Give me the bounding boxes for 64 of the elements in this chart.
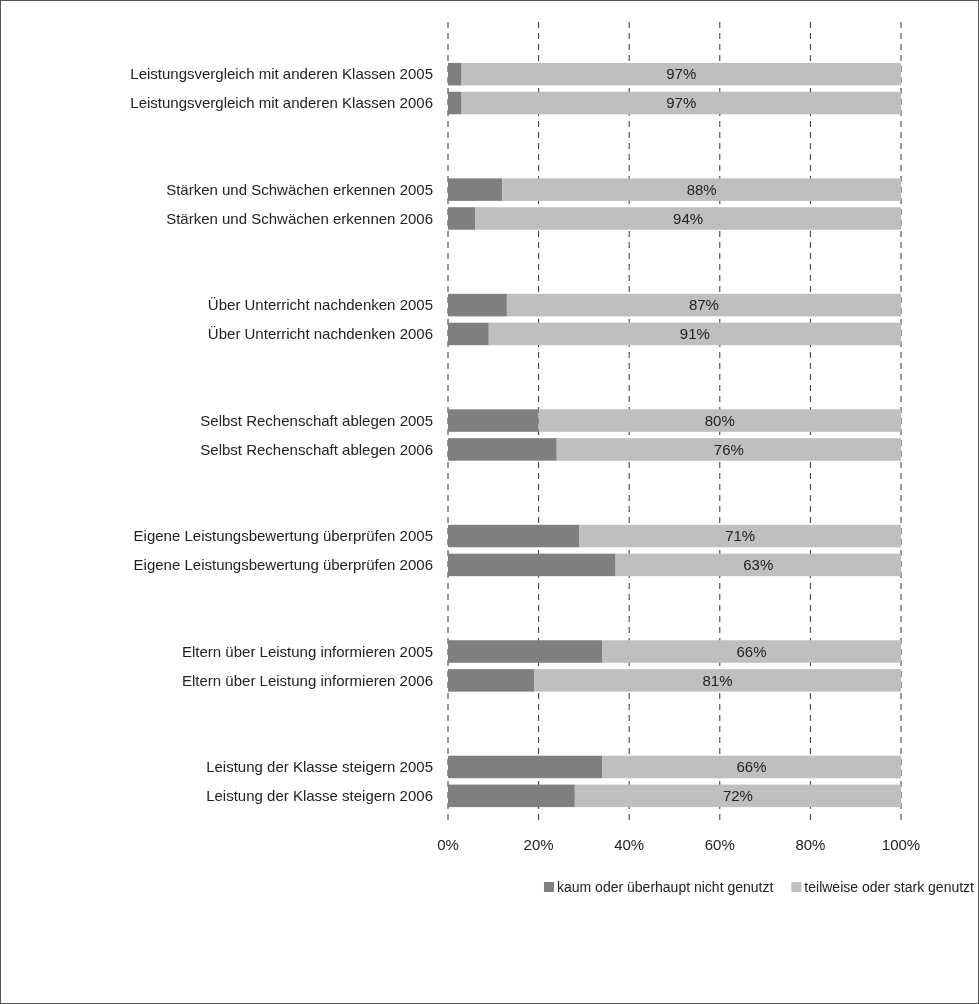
data-label: 66% <box>736 758 767 776</box>
x-tick-label: 0% <box>437 836 459 853</box>
y-tick-label: Eigene Leistungsbewertung überprüfen 2005 <box>133 527 433 545</box>
y-tick-label: Stärken und Schwächen erkennen 2005 <box>166 180 433 198</box>
data-label: 80% <box>704 411 735 429</box>
bar <box>556 438 901 461</box>
bar <box>475 207 901 230</box>
y-tick-label: Eltern über Leistung informieren 2005 <box>182 642 433 660</box>
data-label: 97% <box>666 94 697 112</box>
bar <box>448 293 507 317</box>
legend-label: teilweise oder stark genutzt <box>804 879 975 895</box>
bar <box>579 524 901 548</box>
bar <box>448 553 616 577</box>
bar <box>448 784 575 808</box>
data-label: 97% <box>666 65 697 83</box>
x-tick-label: 40% <box>614 836 645 853</box>
bar <box>615 553 901 577</box>
bar <box>448 91 462 115</box>
y-tick-label: Leistungsvergleich mit anderen Klassen 2006 <box>130 94 433 112</box>
data-label: 88% <box>686 180 717 198</box>
data-label: 81% <box>702 671 733 689</box>
y-tick-label: Über Unterricht nachdenken 2006 <box>207 325 433 343</box>
bar <box>448 669 535 692</box>
y-tick-label: Leistungsvergleich mit anderen Klassen 2005 <box>130 65 433 83</box>
y-tick-label: Eigene Leistungsbewertung überprüfen 2006 <box>133 556 433 574</box>
data-label: 76% <box>713 440 744 458</box>
bar <box>448 640 603 663</box>
y-tick-label: Selbst Rechenschaft ablegen 2006 <box>200 440 433 458</box>
bar <box>538 409 901 432</box>
bar <box>448 322 489 346</box>
bar <box>461 91 901 115</box>
bar <box>461 62 901 86</box>
bar <box>448 207 476 230</box>
data-label: 71% <box>725 527 756 545</box>
bar <box>534 669 901 692</box>
data-label: 94% <box>673 209 704 227</box>
data-label: 72% <box>722 787 753 805</box>
bar <box>448 524 580 548</box>
y-tick-label: Selbst Rechenschaft ablegen 2005 <box>200 411 433 429</box>
bar <box>602 755 901 779</box>
x-tick-label: 100% <box>881 836 921 853</box>
bar <box>502 178 901 201</box>
y-tick-label: Über Unterricht nachdenken 2005 <box>207 296 433 314</box>
bar <box>574 784 901 808</box>
bar <box>488 322 901 346</box>
y-tick-label: Stärken und Schwächen erkennen 2006 <box>166 209 433 227</box>
data-label: 66% <box>736 642 767 660</box>
bar <box>602 640 901 663</box>
x-tick-label: 20% <box>523 836 554 853</box>
x-tick-label: 60% <box>704 836 735 853</box>
legend-label: kaum oder überhaupt nicht genutzt <box>556 879 774 895</box>
y-tick-label: Leistung der Klasse steigern 2006 <box>206 787 433 805</box>
y-tick-label: Eltern über Leistung informieren 2006 <box>182 671 433 689</box>
bar <box>448 438 557 461</box>
bar <box>448 62 462 86</box>
bar <box>448 178 503 201</box>
y-tick-label: Leistung der Klasse steigern 2005 <box>206 758 433 776</box>
bar <box>448 409 539 432</box>
bar <box>506 293 901 317</box>
data-label: 63% <box>743 556 774 574</box>
data-label: 87% <box>688 296 719 314</box>
data-label: 91% <box>679 325 710 343</box>
x-tick-label: 80% <box>795 836 826 853</box>
bar <box>448 755 603 779</box>
